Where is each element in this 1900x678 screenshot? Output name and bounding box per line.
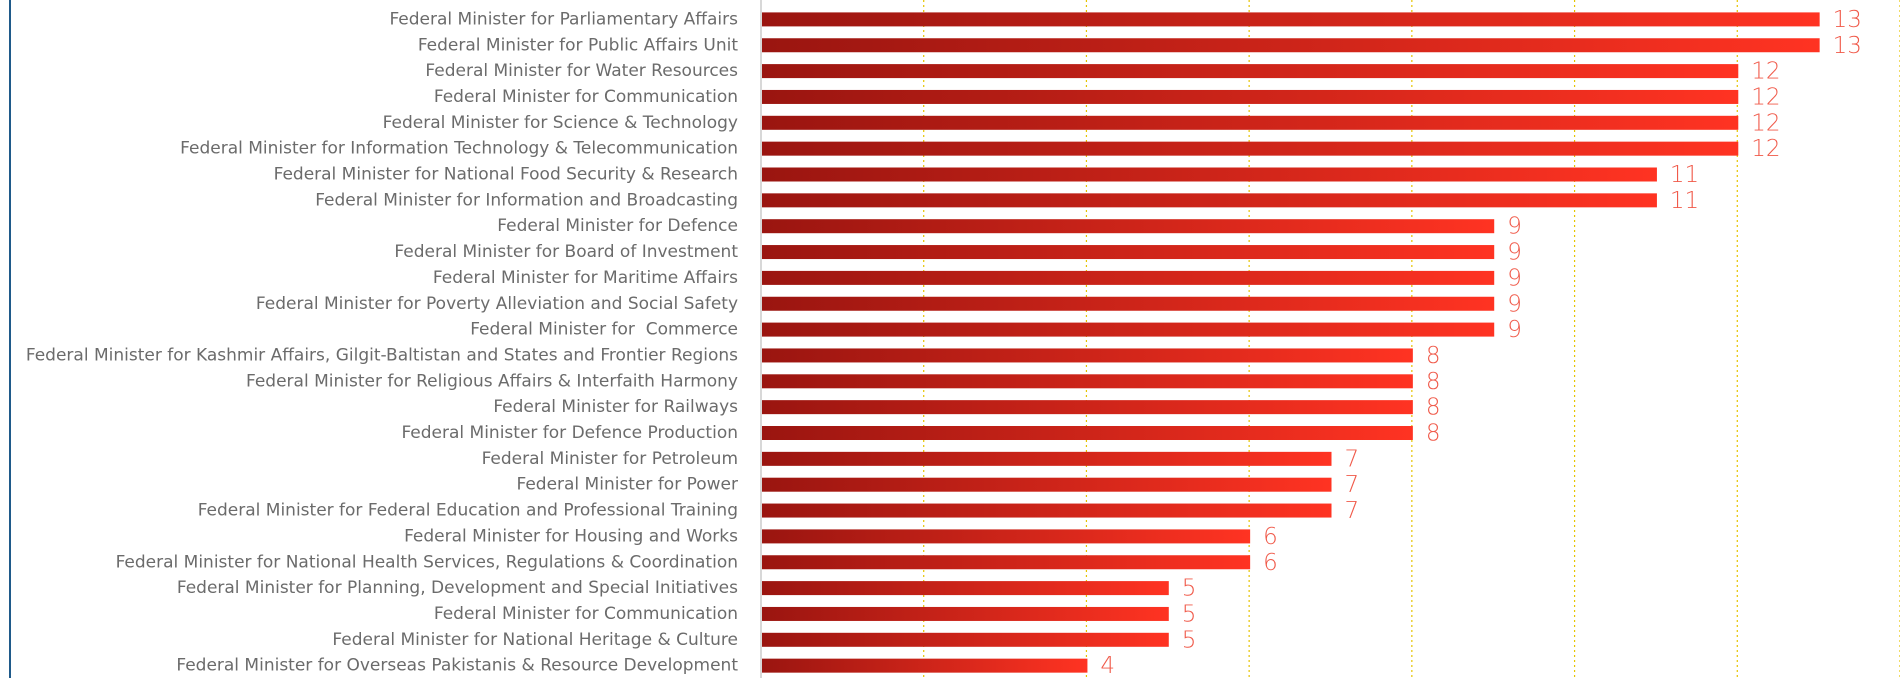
bar xyxy=(762,529,1251,544)
value-label: 12 xyxy=(1751,59,1780,85)
category-label: Federal Minister for Maritime Affairs xyxy=(433,268,738,288)
value-label: 12 xyxy=(1751,84,1780,110)
bar xyxy=(762,219,1495,234)
category-label: Federal Minister for Information and Bro… xyxy=(315,190,738,210)
category-label: Federal Minister for Public Affairs Unit xyxy=(418,35,739,55)
value-label: 9 xyxy=(1507,265,1522,291)
bar xyxy=(762,115,1739,130)
bar xyxy=(762,581,1169,596)
category-label: Federal Minister for Commerce xyxy=(470,320,738,340)
category-label: Federal Minister for Communication xyxy=(434,87,738,107)
bar xyxy=(762,426,1413,440)
value-label: 7 xyxy=(1345,446,1360,472)
bar xyxy=(762,606,1169,621)
category-label: Federal Minister for National Heritage &… xyxy=(332,630,738,650)
category-label: Federal Minister for Science & Technolog… xyxy=(383,113,738,133)
category-label: Federal Minister for Kashmir Affairs, Gi… xyxy=(26,345,738,365)
value-label: 8 xyxy=(1426,369,1441,395)
category-label: Federal Minister for National Food Secur… xyxy=(274,165,738,185)
category-label: Federal Minister for Defence xyxy=(497,216,738,236)
value-label: 9 xyxy=(1507,317,1522,343)
value-label: 13 xyxy=(1833,7,1862,33)
category-label: Federal Minister for Petroleum xyxy=(482,449,738,469)
value-label: 5 xyxy=(1182,627,1197,653)
category-label: Federal Minister for Religious Affairs &… xyxy=(246,371,738,391)
value-label: 11 xyxy=(1670,188,1699,214)
bar xyxy=(762,632,1169,647)
category-label: Federal Minister for Water Resources xyxy=(425,61,738,81)
category-label: Federal Minister for Power xyxy=(516,475,738,495)
value-label: 12 xyxy=(1751,110,1780,136)
value-label: 4 xyxy=(1100,653,1115,678)
value-label: 8 xyxy=(1426,421,1441,447)
bar xyxy=(762,270,1495,285)
bar xyxy=(762,296,1495,311)
bar xyxy=(762,193,1657,208)
bar xyxy=(762,38,1820,53)
category-label: Federal Minister for Poverty Alleviation… xyxy=(256,294,738,314)
value-label: 13 xyxy=(1833,33,1862,59)
value-label: 11 xyxy=(1670,162,1699,188)
bar xyxy=(762,503,1332,518)
bar xyxy=(762,555,1251,570)
value-label: 8 xyxy=(1426,343,1441,369)
value-label: 5 xyxy=(1182,601,1197,627)
bar xyxy=(762,374,1413,389)
category-label: Federal Minister for Information Technol… xyxy=(180,139,738,159)
bar xyxy=(762,89,1739,104)
category-label: Federal Minister for Planning, Developme… xyxy=(177,578,738,598)
bar xyxy=(762,400,1413,415)
value-label: 5 xyxy=(1182,576,1197,602)
category-label: Federal Minister for Parliamentary Affai… xyxy=(389,9,738,29)
value-label: 9 xyxy=(1507,214,1522,240)
category-label: Federal Minister for Board of Investment xyxy=(394,242,738,262)
bar xyxy=(762,64,1739,79)
category-label: Federal Minister for Overseas Pakistanis… xyxy=(176,656,738,676)
value-label: 7 xyxy=(1345,498,1360,524)
bar xyxy=(762,245,1495,260)
bar xyxy=(762,141,1739,156)
value-label: 6 xyxy=(1263,524,1278,550)
category-label: Federal Minister for Communication xyxy=(434,604,738,624)
category-label: Federal Minister for Defence Production xyxy=(401,423,738,443)
bar xyxy=(762,167,1657,182)
value-label: 9 xyxy=(1507,291,1522,317)
bar xyxy=(762,658,1088,673)
value-label: 8 xyxy=(1426,395,1441,421)
bar xyxy=(762,451,1332,466)
category-label: Federal Minister for National Health Ser… xyxy=(116,552,738,572)
category-label: Federal Minister for Housing and Works xyxy=(404,526,738,546)
value-label: 12 xyxy=(1751,136,1780,162)
value-label: 9 xyxy=(1507,240,1522,266)
value-label: 6 xyxy=(1263,550,1278,576)
category-label: Federal Minister for Railways xyxy=(493,397,738,417)
bar xyxy=(762,12,1820,27)
bar xyxy=(762,322,1495,337)
category-label: Federal Minister for Federal Education a… xyxy=(198,501,738,521)
value-label: 7 xyxy=(1345,472,1360,498)
bar xyxy=(762,477,1332,492)
bar xyxy=(762,348,1413,363)
